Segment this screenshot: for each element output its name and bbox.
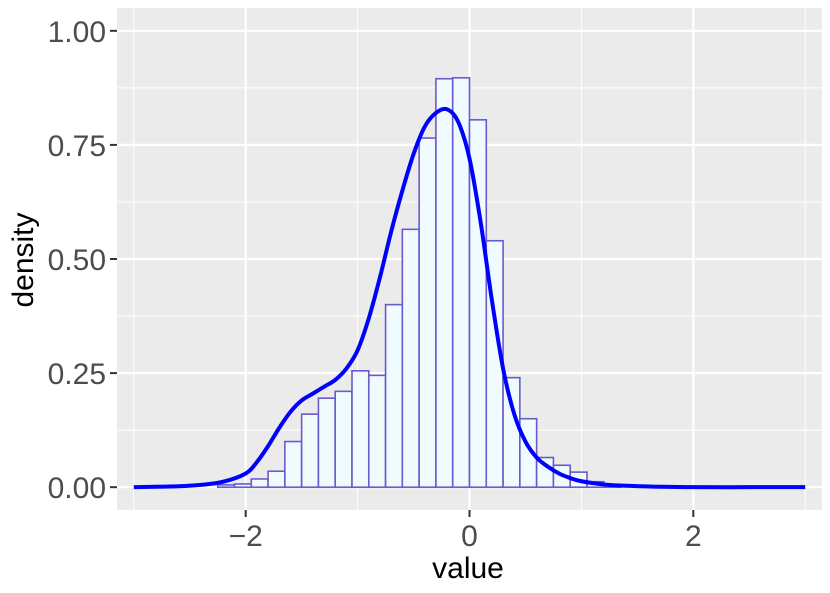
histogram-bar — [418, 137, 437, 488]
y-tick-label: 1.00 — [48, 16, 106, 49]
histogram-bar — [216, 484, 236, 488]
x-tick-label: 2 — [685, 520, 702, 553]
density-curve-line — [133, 106, 806, 490]
axes: 0.00 0.25 0.50 0.75 1.00 −2 0 2 — [48, 16, 702, 553]
histogram-bar — [267, 470, 286, 488]
y-tick-label: 0.25 — [48, 358, 106, 391]
y-tick-label: 0.75 — [48, 130, 106, 163]
y-tick-label: 0.50 — [48, 244, 106, 277]
histogram-bar — [502, 376, 521, 488]
histogram-bar — [401, 228, 420, 488]
histogram-bar — [351, 370, 370, 488]
x-tick-label: 0 — [461, 520, 478, 553]
histogram-bar — [233, 483, 253, 488]
histogram-bar — [384, 303, 404, 488]
histogram-bar — [284, 440, 303, 488]
y-axis-title: density — [7, 212, 40, 307]
histogram-bar — [451, 77, 471, 488]
histogram-bar — [334, 390, 353, 488]
histogram-bar — [435, 77, 454, 488]
y-tick-label: 0.00 — [48, 472, 106, 505]
histogram-bar — [300, 413, 320, 488]
histogram-bar — [367, 374, 387, 488]
histogram-bar — [250, 478, 269, 488]
x-tick-label: −2 — [229, 520, 263, 553]
histogram-bar — [317, 397, 337, 488]
histogram-bars — [216, 77, 622, 488]
x-axis-title: value — [432, 552, 504, 585]
